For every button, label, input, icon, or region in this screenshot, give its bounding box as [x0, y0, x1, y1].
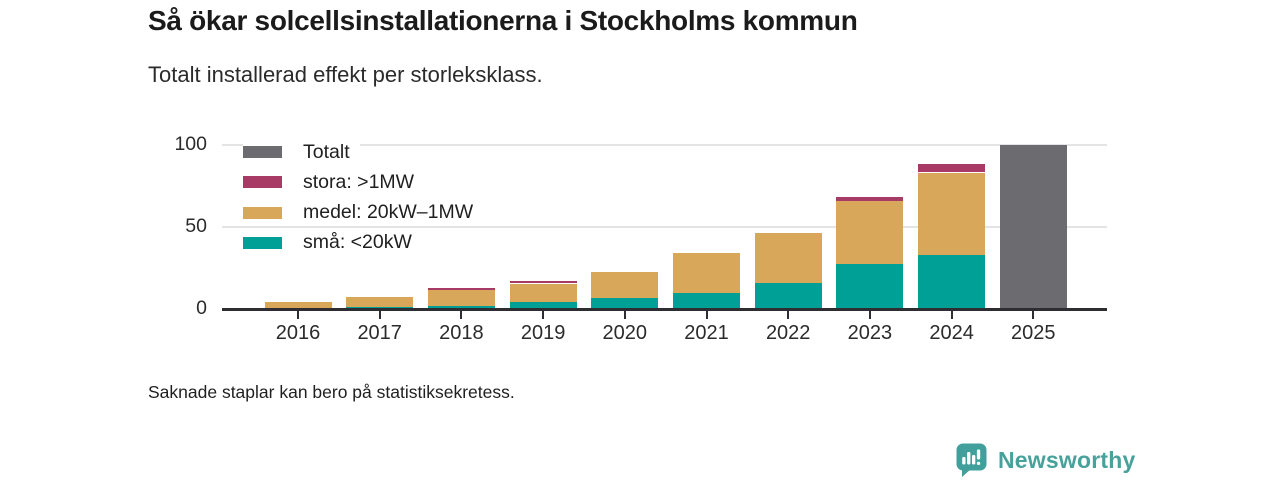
newsworthy-logo: Newsworthy — [956, 443, 1135, 478]
legend-label-sma: små: <20kW — [303, 231, 412, 254]
x-axis-tick-2025 — [1032, 311, 1035, 319]
bar-segment-sma-2017 — [346, 306, 414, 309]
bar-segment-medel-2017 — [346, 296, 414, 307]
bar-segment-medel-2023 — [836, 201, 904, 264]
x-axis-line — [222, 308, 1107, 311]
brand-name: Newsworthy — [998, 447, 1136, 473]
x-axis-label-2022: 2022 — [765, 322, 811, 344]
bar-segment-stora-2019 — [509, 280, 577, 284]
x-axis-label-2023: 2023 — [847, 322, 893, 344]
x-axis-label-2018: 2018 — [439, 322, 484, 344]
bar-segment-stora-2018 — [427, 287, 495, 291]
x-axis-tick-2019 — [542, 311, 545, 319]
legend-item-stora: stora: >1MW — [243, 170, 425, 194]
x-axis-label-2016: 2016 — [275, 322, 321, 344]
x-axis-label-2020: 2020 — [602, 322, 648, 344]
bar-segment-sma-2021 — [673, 293, 740, 309]
bar-segment-medel-2022 — [754, 233, 822, 283]
chart-subtitle: Totalt installerad effekt per storlekskl… — [148, 62, 543, 87]
gridline-100 — [222, 143, 1107, 146]
x-axis-label-2021: 2021 — [684, 322, 729, 344]
y-axis-label-100: 100 — [174, 132, 207, 155]
y-axis-label-50: 50 — [185, 214, 207, 237]
gridline-50 — [222, 225, 1107, 228]
legend-label-medel: medel: 20kW–1MW — [303, 201, 474, 224]
bar-segment-sma-2022 — [754, 282, 822, 309]
legend-swatch-medel — [243, 206, 282, 219]
y-axis-label-0: 0 — [196, 297, 207, 319]
bar-segment-sma-2023 — [836, 263, 904, 309]
x-axis-label-2025: 2025 — [1011, 322, 1056, 344]
bar-segment-stora-2024 — [918, 164, 986, 173]
chart-title: Så ökar solcellsinstallationerna i Stock… — [148, 5, 858, 36]
x-axis-tick-2023 — [868, 311, 871, 319]
x-axis-tick-2022 — [787, 311, 790, 319]
bar-segment-medel-2021 — [673, 253, 740, 294]
bar-segment-sma-2018 — [427, 305, 495, 309]
bar-segment-sma-2024 — [918, 254, 986, 309]
legend-swatch-sma — [243, 236, 282, 249]
legend-item-medel: medel: 20kW–1MW — [243, 201, 484, 224]
x-axis-label-2024: 2024 — [929, 322, 974, 344]
bar-segment-medel-2016 — [264, 301, 332, 309]
legend-item-totalt: Totalt — [243, 141, 360, 163]
legend-swatch-totalt — [243, 146, 282, 158]
bar-segment-medel-2020 — [591, 272, 659, 299]
newsworthy-chart-bubble-icon — [956, 443, 987, 477]
bar-segment-medel-2024 — [918, 172, 986, 255]
footnote: Saknade staplar kan bero på statistiksek… — [148, 382, 515, 402]
bar-segment-medel-2018 — [427, 290, 495, 306]
legend-label-totalt: Totalt — [303, 140, 350, 163]
bar-segment-sma-2019 — [509, 302, 577, 309]
x-axis-label-2017: 2017 — [357, 322, 402, 344]
x-axis-tick-2018 — [460, 311, 463, 319]
x-axis-tick-2017 — [378, 311, 381, 319]
x-axis-tick-2016 — [297, 311, 299, 319]
legend-item-sma: små: <20kW — [243, 231, 422, 254]
bar-segment-medel-2019 — [509, 283, 577, 303]
bar-segment-stora-2023 — [836, 196, 904, 202]
bar-segment-sma-2020 — [591, 298, 659, 309]
bar-segment-totalt-2025 — [999, 145, 1067, 309]
legend-label-stora: stora: >1MW — [303, 170, 415, 193]
x-axis-tick-2020 — [623, 311, 626, 319]
x-axis-tick-2024 — [950, 311, 953, 319]
x-axis-label-2019: 2019 — [520, 322, 566, 344]
legend-swatch-stora — [243, 176, 282, 189]
x-axis-tick-2021 — [705, 311, 708, 319]
